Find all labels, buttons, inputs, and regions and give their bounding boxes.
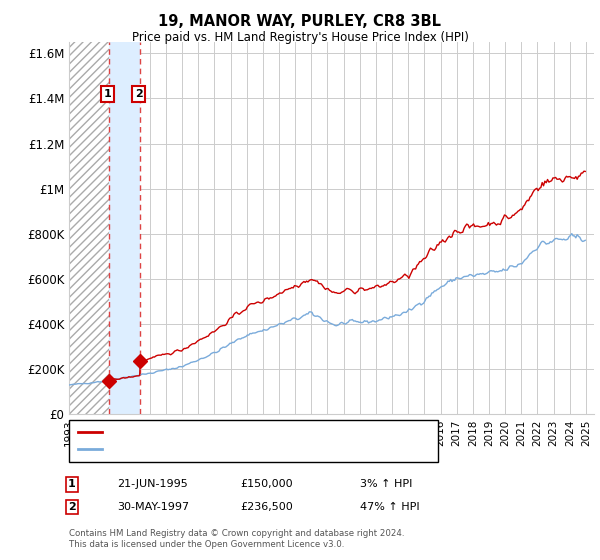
Text: 1: 1 [103,89,111,99]
Text: 3% ↑ HPI: 3% ↑ HPI [360,479,412,489]
Text: 1: 1 [68,479,76,489]
Text: £236,500: £236,500 [240,502,293,512]
Text: 47% ↑ HPI: 47% ↑ HPI [360,502,419,512]
Text: Contains HM Land Registry data © Crown copyright and database right 2024.
This d: Contains HM Land Registry data © Crown c… [69,529,404,549]
Bar [109,42,140,414]
Text: £150,000: £150,000 [240,479,293,489]
Bar [69,42,109,414]
Text: Price paid vs. HM Land Registry's House Price Index (HPI): Price paid vs. HM Land Registry's House … [131,31,469,44]
Text: 21-JUN-1995: 21-JUN-1995 [117,479,188,489]
Text: 19, MANOR WAY, PURLEY, CR8 3BL (detached house): 19, MANOR WAY, PURLEY, CR8 3BL (detached… [108,427,384,437]
Text: HPI: Average price, detached house, Croydon: HPI: Average price, detached house, Croy… [108,444,344,454]
Text: 2: 2 [68,502,76,512]
Text: 2: 2 [135,89,142,99]
Text: 30-MAY-1997: 30-MAY-1997 [117,502,189,512]
Text: 19, MANOR WAY, PURLEY, CR8 3BL: 19, MANOR WAY, PURLEY, CR8 3BL [158,14,442,29]
